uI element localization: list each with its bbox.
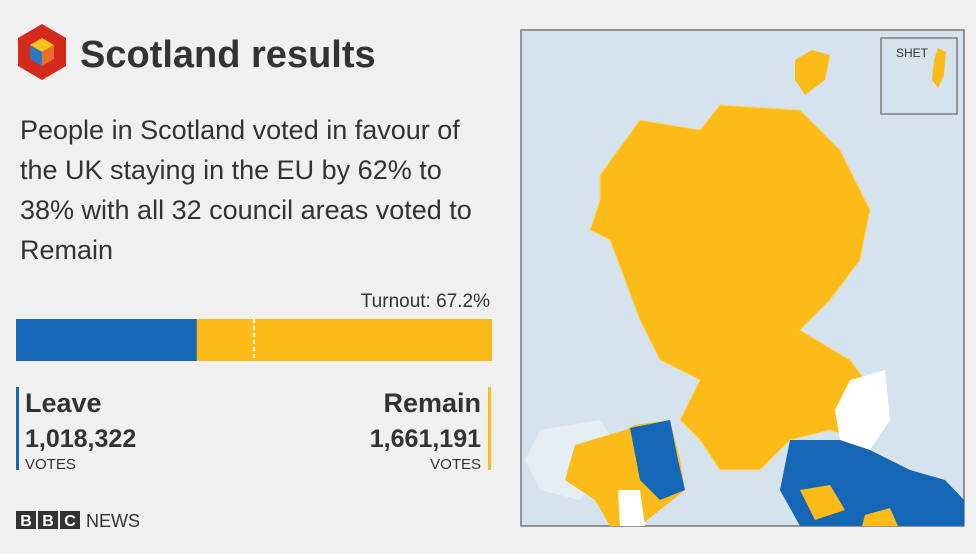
leave-unit: VOTES (25, 456, 76, 473)
logo (18, 24, 66, 80)
leave-votes: 1,018,322 (25, 425, 136, 453)
map: SHET (520, 29, 965, 527)
remain-votes: 1,661,191 (370, 425, 481, 453)
brand-letter: C (64, 513, 76, 530)
title: Scotland results (80, 34, 376, 76)
leave-bar (16, 319, 197, 361)
remain-bar (196, 319, 492, 361)
brand-news: NEWS (86, 511, 140, 531)
brand-letter: B (20, 513, 32, 530)
turnout: Turnout: 67.2% (361, 291, 490, 312)
brand: B B C NEWS (16, 511, 140, 531)
remain-name: Remain (383, 388, 481, 418)
summary: People in Scotland voted in favour of th… (20, 115, 472, 265)
summary-box: People in Scotland voted in favour of th… (20, 115, 472, 265)
brand-letter: B (42, 513, 54, 530)
result-bar (16, 319, 492, 361)
leave-name: Leave (25, 388, 102, 418)
remain-rule (488, 387, 491, 470)
inset-label: SHET (896, 46, 929, 60)
remain-unit: VOTES (430, 456, 481, 473)
leave-rule (16, 387, 19, 470)
